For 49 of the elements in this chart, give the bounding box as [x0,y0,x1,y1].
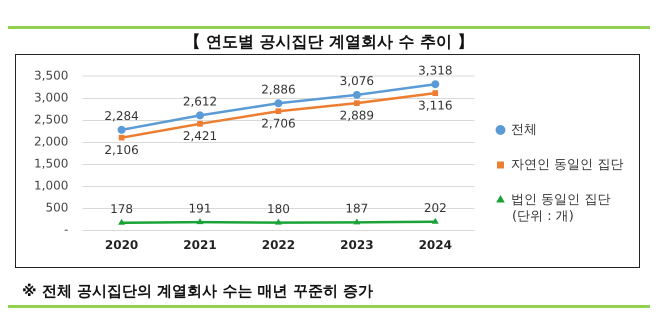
y-tick-label: 3,500 [34,68,68,82]
point [197,120,203,127]
text: ※ 전체 공시집단의 계열회사 수는 매년 꾸준히 증가 [22,282,374,301]
point [118,126,126,134]
data-label: 2,706 [261,116,296,130]
data-label: 3,318 [418,63,452,78]
x-tick-label: 2021 [183,238,217,252]
point [274,99,282,108]
text: (단위 : 개) [512,208,574,225]
point [353,218,360,224]
point [118,134,124,141]
legend-label: 법인 동일인 집단 [511,192,610,208]
y-tick-label: - [64,222,68,237]
y-tick-label: 2,000 [34,134,68,148]
point [276,108,282,114]
point [196,111,204,120]
data-label: 191 [188,201,212,216]
data-label: 3,076 [340,74,374,88]
legend-label: 전체 [511,122,537,138]
y-tick-label: 1,500 [34,156,68,171]
data-label: 2,106 [104,142,139,157]
data-label: 2,612 [182,94,218,108]
data-label: 187 [345,201,368,216]
data-label: 178 [110,202,134,216]
y-tick-label: 500 [45,200,68,215]
point [432,218,439,224]
point [432,90,438,96]
x-tick-label: 2022 [262,238,296,252]
legend-label: 자연인 동일인 집단 [511,157,624,172]
data-label: 2,886 [261,82,296,96]
point [118,218,126,225]
point [274,218,282,225]
point [431,80,440,88]
y-tick-label: 1,000 [34,178,68,193]
point [196,218,204,224]
y-tick-label: 2,500 [34,112,68,126]
data-label: 3,116 [418,98,452,112]
data-label: 2,889 [340,108,374,122]
x-tick-label: 2024 [418,238,452,252]
x-tick-label: 2020 [104,238,138,252]
data-label: 2,421 [182,128,218,143]
data-label: 180 [266,202,290,216]
x-tick-label: 2023 [340,238,374,252]
point [352,90,361,99]
data-label: 2,284 [104,108,139,123]
point [354,100,360,106]
chart-title: 【 연도별 공시집단 계열회사 수 추이 】 [183,32,475,53]
data-label: 202 [424,200,447,215]
y-tick-label: 3,000 [34,90,68,104]
